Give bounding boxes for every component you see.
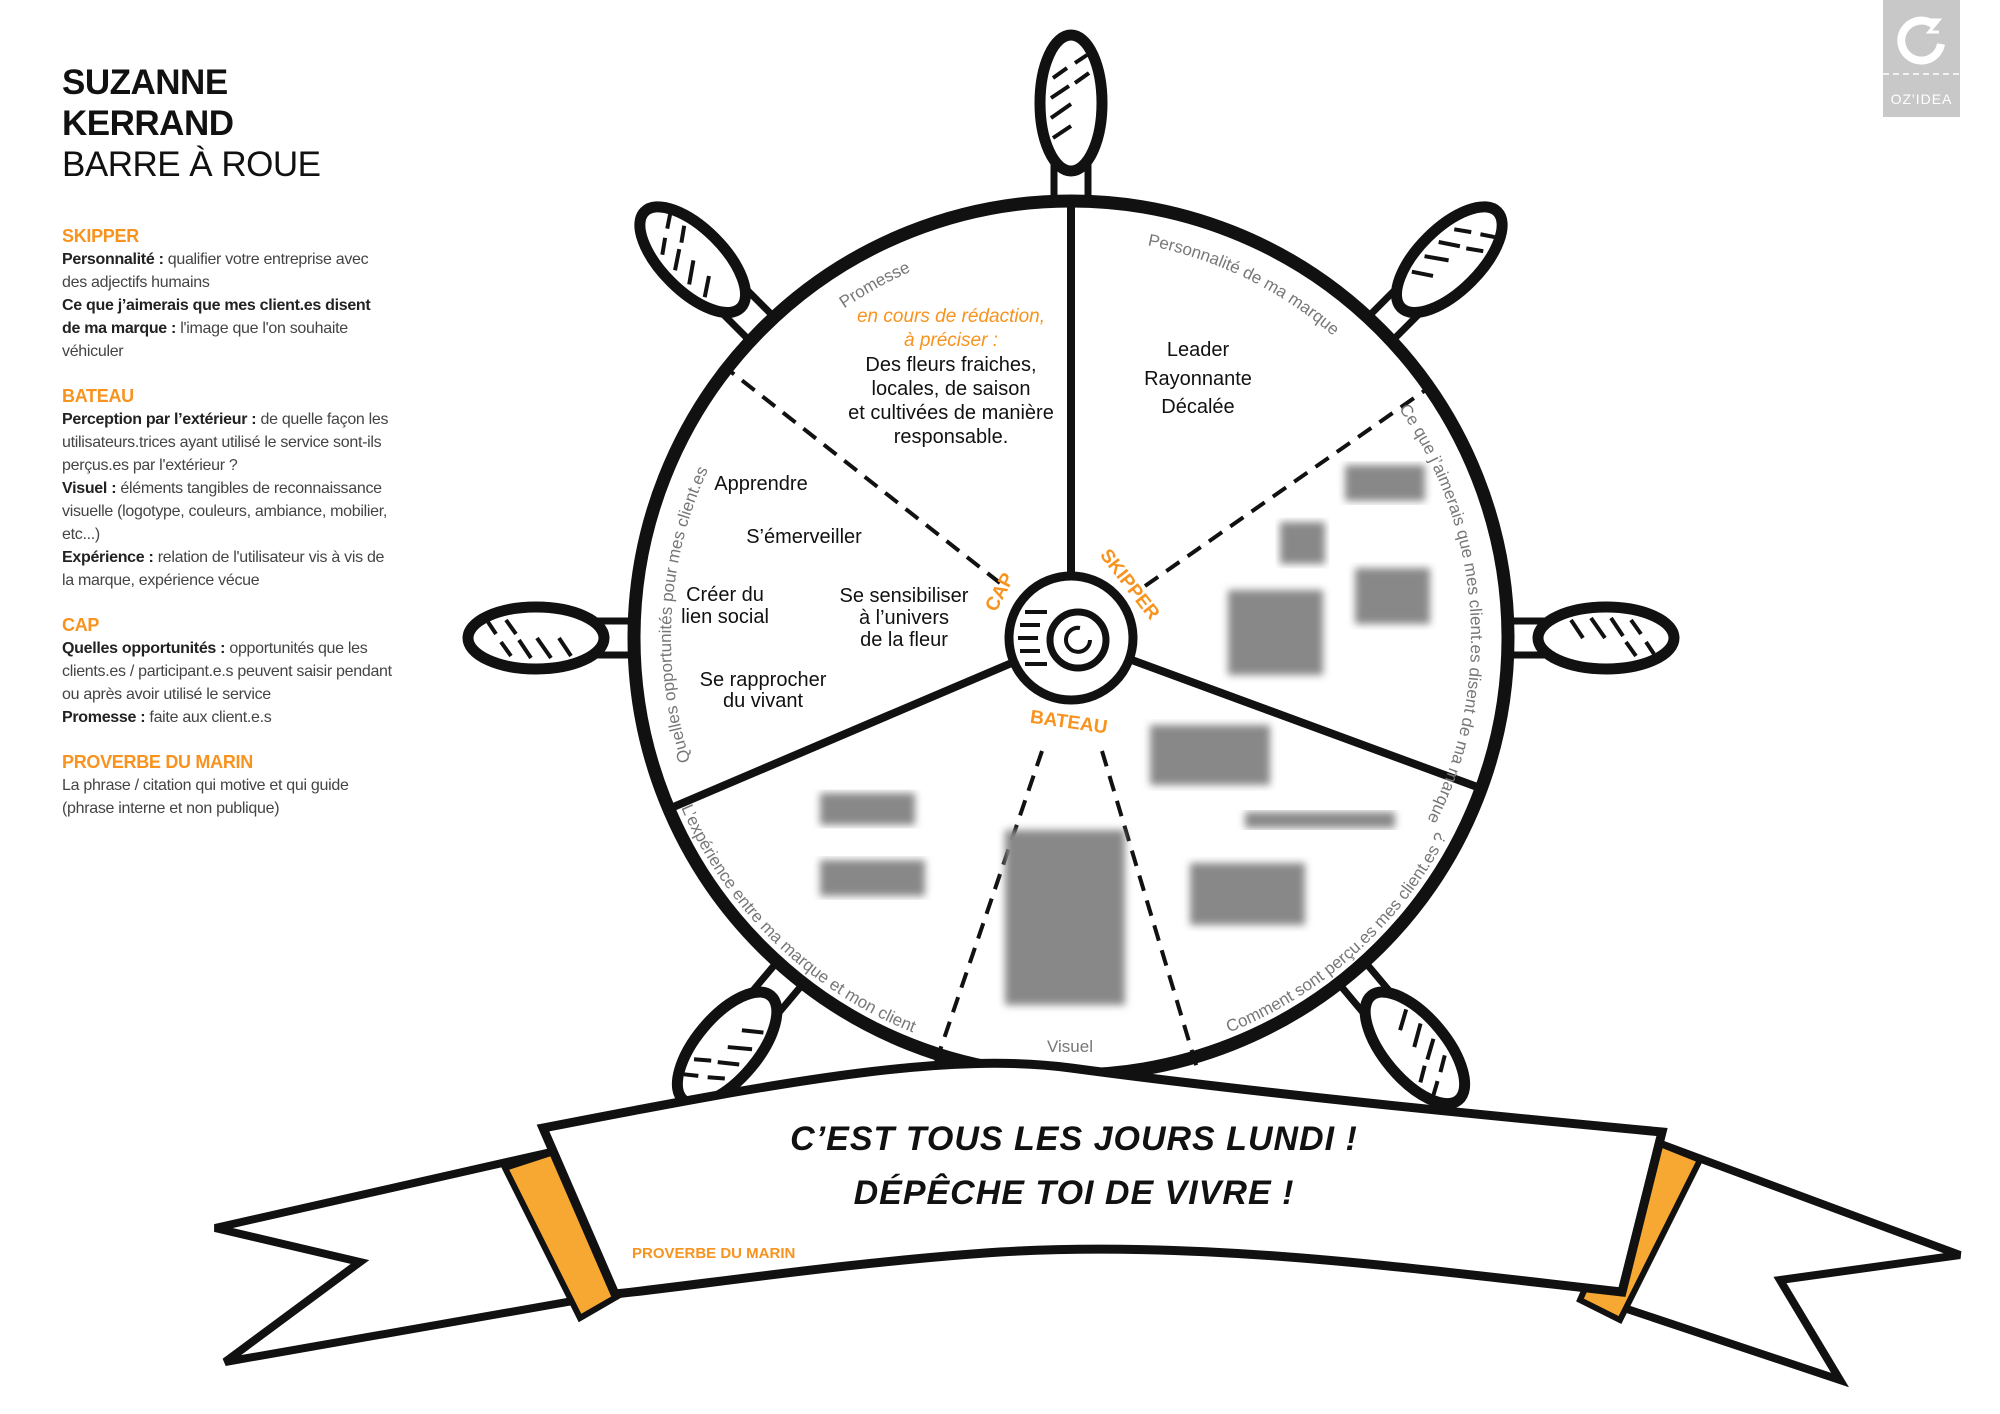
term: Visuel : xyxy=(62,480,117,497)
draft-note: à préciser : xyxy=(904,330,998,351)
desc: de quelle façon les utilisateurs.trices … xyxy=(62,411,389,474)
term: Promesse : xyxy=(62,709,146,726)
opportunity: à l’univers xyxy=(859,607,949,629)
opportunity: S’émerveiller xyxy=(746,526,862,548)
text: Perception par l’extérieur : de quelle f… xyxy=(62,408,392,477)
desc: éléments tangibles de reconnaissance vis… xyxy=(62,480,388,543)
text: Promesse : faite aux client.e.s xyxy=(62,706,392,729)
heading: SKIPPER xyxy=(62,226,139,246)
text: Ce que j’aimerais que mes client.es dise… xyxy=(62,294,392,363)
text: Quelles opportunités : opportunités que … xyxy=(62,637,392,706)
desc: l'image que l'on souhaite véhiculer xyxy=(62,320,348,360)
proverb-line-2: DÉPÊCHE TOI DE VIVRE ! xyxy=(854,1174,1295,1212)
sector-promesse: en cours de rédaction, à préciser : Des … xyxy=(848,306,1054,448)
handle-left xyxy=(468,607,646,669)
legend-skipper: SKIPPER Personnalité : qualifier votre e… xyxy=(62,225,392,363)
desc: relation de l'utilisateur vis à vis de l… xyxy=(62,549,385,589)
legend-cap: CAP Quelles opportunités : opportunités … xyxy=(62,614,392,729)
promesse-line: responsable. xyxy=(894,426,1009,448)
desc: qualifier votre entreprise avec des adje… xyxy=(62,251,369,291)
trait: Rayonnante xyxy=(1144,368,1252,390)
legend-proverbe: PROVERBE DU MARIN La phrase / citation q… xyxy=(62,751,392,820)
subtitle: BARRE À ROUE xyxy=(62,145,321,184)
sector-personnalite: Leader Rayonnante Décalée xyxy=(1144,339,1252,418)
desc: La phrase / citation qui motive et qui g… xyxy=(62,777,349,817)
banner-label: PROVERBE DU MARIN xyxy=(632,1245,795,1262)
arc-label-visuel: Visuel xyxy=(1047,1037,1093,1056)
name-line-1: SUZANNE xyxy=(62,63,228,102)
opportunity: Apprendre xyxy=(714,473,807,495)
draft-note: en cours de rédaction, xyxy=(857,306,1045,327)
sector-opportunites: Apprendre S’émerveiller Créer du lien so… xyxy=(681,473,969,712)
spoke xyxy=(1127,655,1482,792)
opportunity: du vivant xyxy=(723,690,803,712)
handle-right xyxy=(1496,607,1674,669)
proverb-banner: C’EST TOUS LES JOURS LUNDI ! DÉPÊCHE TOI… xyxy=(214,1058,1962,1388)
proverb-line-1: C’EST TOUS LES JOURS LUNDI ! xyxy=(790,1120,1358,1158)
ozidea-logo: OZ'IDEA xyxy=(1883,0,1960,117)
opportunity: Se rapprocher xyxy=(700,669,827,691)
blurred-content xyxy=(820,465,1430,1005)
heading: BATEAU xyxy=(62,386,134,406)
legend-bateau: BATEAU Perception par l’extérieur : de q… xyxy=(62,385,392,592)
opportunity: Créer du xyxy=(686,584,764,606)
opportunity: de la fleur xyxy=(860,629,948,651)
text: Expérience : relation de l'utilisateur v… xyxy=(62,546,392,592)
spokes xyxy=(669,205,1482,1069)
dashed-divider xyxy=(932,750,1044,1069)
heading: PROVERBE DU MARIN xyxy=(62,752,253,772)
promesse-line: Des fleurs fraiches, xyxy=(865,354,1036,376)
banner-band xyxy=(536,1058,1668,1299)
desc: opportunités que les clients.es / partic… xyxy=(62,640,392,703)
term: Expérience : xyxy=(62,549,154,566)
text: Personnalité : qualifier votre entrepris… xyxy=(62,248,392,294)
dashed-divider xyxy=(1100,750,1199,1069)
name-line-2: KERRAND xyxy=(62,104,234,143)
legend-panel: SUZANNE KERRAND BARRE À ROUE SKIPPER Per… xyxy=(62,62,392,820)
term: Perception par l’extérieur : xyxy=(62,411,257,428)
term: Ce que j’aimerais que mes client.es dise… xyxy=(62,297,371,337)
opportunity: Se sensibiliser xyxy=(840,585,969,607)
spoke xyxy=(669,658,1016,812)
opportunity: lien social xyxy=(681,606,769,628)
promesse-line: et cultivées de manière xyxy=(848,402,1054,424)
heading: CAP xyxy=(62,615,100,635)
trait: Leader xyxy=(1167,339,1230,361)
promesse-line: locales, de saison xyxy=(872,378,1031,400)
term: Personnalité : xyxy=(62,251,164,268)
dashed-divider xyxy=(1143,387,1429,588)
logo-mark-icon xyxy=(1883,16,1960,75)
desc: faite aux client.e.s xyxy=(145,709,272,726)
page-title: SUZANNE KERRAND BARRE À ROUE xyxy=(62,62,392,185)
logo-text: OZ'IDEA xyxy=(1890,91,1953,107)
term: Quelles opportunités : xyxy=(62,640,226,657)
handle-top xyxy=(1040,35,1102,213)
dashed-divider xyxy=(728,369,1002,585)
text: Visuel : éléments tangibles de reconnais… xyxy=(62,477,392,546)
trait: Décalée xyxy=(1161,396,1234,418)
